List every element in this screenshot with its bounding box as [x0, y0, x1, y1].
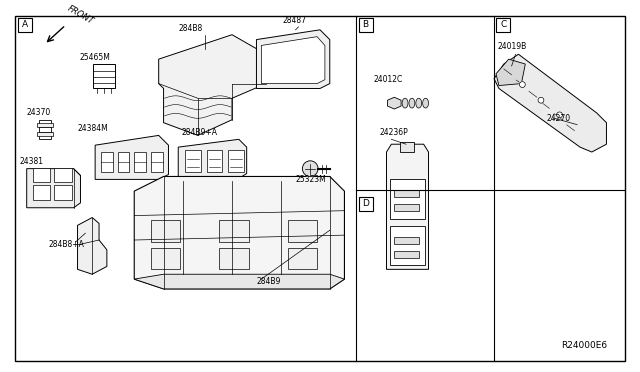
Bar: [228, 150, 244, 171]
Polygon shape: [178, 140, 246, 179]
Bar: [390, 226, 424, 266]
Text: 284B8: 284B8: [178, 24, 202, 33]
Text: 24370: 24370: [27, 108, 51, 117]
Text: C: C: [500, 20, 506, 29]
Bar: [394, 190, 419, 197]
Polygon shape: [494, 54, 607, 152]
Bar: [101, 152, 113, 171]
Polygon shape: [496, 59, 525, 86]
Ellipse shape: [416, 98, 422, 108]
Circle shape: [538, 97, 544, 103]
Bar: [394, 237, 419, 244]
Text: B: B: [363, 20, 369, 29]
Bar: [390, 179, 424, 218]
Polygon shape: [261, 37, 325, 84]
Polygon shape: [134, 176, 344, 289]
Bar: [400, 142, 414, 152]
Bar: [40, 120, 51, 140]
Text: 25323M: 25323M: [296, 175, 326, 184]
Text: 28487: 28487: [283, 16, 307, 25]
Bar: [185, 150, 201, 171]
Ellipse shape: [409, 98, 415, 108]
Bar: [359, 197, 372, 211]
Ellipse shape: [402, 98, 408, 108]
Text: D: D: [362, 199, 369, 208]
Bar: [288, 221, 317, 242]
Text: 25465M: 25465M: [79, 53, 110, 62]
Text: 284B9+A: 284B9+A: [181, 128, 217, 137]
Text: 24384M: 24384M: [77, 125, 108, 134]
Bar: [151, 221, 180, 242]
Polygon shape: [27, 169, 81, 208]
Polygon shape: [257, 30, 330, 89]
Bar: [54, 185, 72, 200]
Bar: [33, 185, 50, 200]
Bar: [93, 64, 115, 89]
Text: 24236P: 24236P: [380, 128, 408, 137]
Circle shape: [303, 161, 318, 176]
Bar: [394, 251, 419, 258]
Bar: [38, 123, 53, 126]
Bar: [220, 248, 248, 269]
Circle shape: [520, 81, 525, 87]
Bar: [134, 152, 146, 171]
Circle shape: [557, 112, 563, 118]
Text: 24012C: 24012C: [374, 75, 403, 84]
Bar: [359, 18, 372, 32]
Text: 284B9: 284B9: [257, 277, 281, 286]
Bar: [497, 18, 510, 32]
Polygon shape: [387, 144, 429, 269]
Bar: [38, 132, 53, 137]
Bar: [33, 168, 50, 182]
Polygon shape: [95, 135, 168, 179]
Polygon shape: [159, 35, 266, 135]
Ellipse shape: [422, 98, 429, 108]
Bar: [118, 152, 129, 171]
Bar: [207, 150, 222, 171]
Text: R24000E6: R24000E6: [561, 341, 607, 350]
Text: A: A: [22, 20, 28, 29]
Text: FRONT: FRONT: [66, 4, 95, 26]
Text: 24019B: 24019B: [498, 42, 527, 51]
Bar: [288, 248, 317, 269]
Polygon shape: [134, 274, 344, 289]
Bar: [18, 18, 31, 32]
Bar: [151, 152, 163, 171]
Polygon shape: [77, 218, 107, 274]
Bar: [151, 248, 180, 269]
Text: 284B8+A: 284B8+A: [48, 240, 84, 249]
Bar: [54, 168, 72, 182]
Text: 24270: 24270: [547, 114, 571, 123]
Bar: [220, 221, 248, 242]
Text: 24381: 24381: [20, 157, 44, 166]
Polygon shape: [388, 97, 401, 109]
Bar: [394, 204, 419, 211]
